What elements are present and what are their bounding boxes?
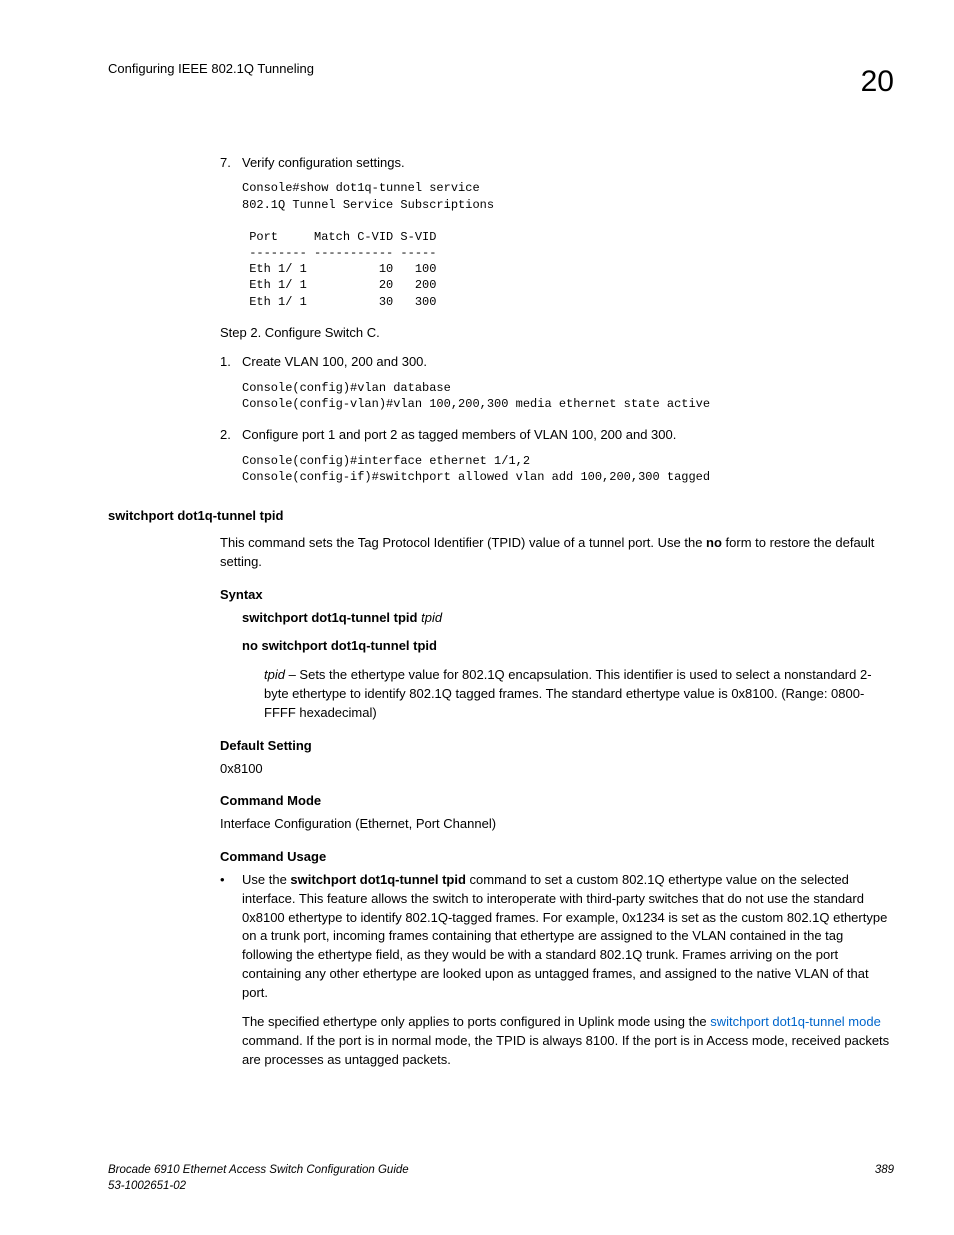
doc-number: 53-1002651-02 xyxy=(108,1178,409,1195)
chapter-number: 20 xyxy=(861,60,894,104)
footer-left: Brocade 6910 Ethernet Access Switch Conf… xyxy=(108,1162,409,1195)
step-number: 7. xyxy=(220,154,242,173)
page-number: 389 xyxy=(875,1162,894,1195)
syntax-line-no: no switchport dot1q-tunnel tpid xyxy=(242,637,894,656)
bullet-icon: • xyxy=(220,871,242,1079)
command-description: This command sets the Tag Protocol Ident… xyxy=(220,534,894,572)
usage-para-1: Use the switchport dot1q-tunnel tpid com… xyxy=(242,871,894,1003)
param-text: – Sets the ethertype value for 802.1Q en… xyxy=(264,667,872,720)
usage-bullet: • Use the switchport dot1q-tunnel tpid c… xyxy=(220,871,894,1079)
syntax-cmd: switchport dot1q-tunnel tpid xyxy=(242,610,417,625)
cross-ref-link[interactable]: switchport dot1q-tunnel mode xyxy=(710,1014,881,1029)
mode-heading: Command Mode xyxy=(220,792,894,811)
step-number: 1. xyxy=(220,353,242,372)
default-value: 0x8100 xyxy=(220,760,894,779)
step-7: 7. Verify configuration settings. xyxy=(220,154,894,173)
text: The specified ethertype only applies to … xyxy=(242,1014,710,1029)
text: Use the xyxy=(242,872,290,887)
code-block: Console(config)#interface ethernet 1/1,2… xyxy=(242,453,894,485)
step-text: Create VLAN 100, 200 and 300. xyxy=(242,353,894,372)
step-number: 2. xyxy=(220,426,242,445)
syntax-line: switchport dot1q-tunnel tpid tpid xyxy=(242,609,894,628)
step2-header: Step 2. Configure Switch C. xyxy=(220,324,894,343)
usage-para-2: The specified ethertype only applies to … xyxy=(242,1013,894,1070)
command-ref: switchport dot1q-tunnel tpid xyxy=(290,872,465,887)
command-title: switchport dot1q-tunnel tpid xyxy=(108,507,894,526)
syntax-param: tpid xyxy=(417,610,442,625)
code-block: Console(config)#vlan database Console(co… xyxy=(242,380,894,412)
code-block: Console#show dot1q-tunnel service 802.1Q… xyxy=(242,180,894,310)
step-text: Verify configuration settings. xyxy=(242,154,894,173)
page-footer: Brocade 6910 Ethernet Access Switch Conf… xyxy=(108,1162,894,1195)
usage-heading: Command Usage xyxy=(220,848,894,867)
text: command. If the port is in normal mode, … xyxy=(242,1033,889,1067)
param-name: tpid xyxy=(264,667,285,682)
text: This command sets the Tag Protocol Ident… xyxy=(220,535,706,550)
param-description: tpid – Sets the ethertype value for 802.… xyxy=(264,666,894,723)
guide-title: Brocade 6910 Ethernet Access Switch Conf… xyxy=(108,1162,409,1179)
step-text: Configure port 1 and port 2 as tagged me… xyxy=(242,426,894,445)
mode-value: Interface Configuration (Ethernet, Port … xyxy=(220,815,894,834)
keyword-no: no xyxy=(706,535,722,550)
substep-1: 1. Create VLAN 100, 200 and 300. xyxy=(220,353,894,372)
text: command to set a custom 802.1Q ethertype… xyxy=(242,872,887,1000)
default-heading: Default Setting xyxy=(220,737,894,756)
syntax-heading: Syntax xyxy=(220,586,894,605)
running-header: Configuring IEEE 802.1Q Tunneling xyxy=(108,60,314,79)
substep-2: 2. Configure port 1 and port 2 as tagged… xyxy=(220,426,894,445)
